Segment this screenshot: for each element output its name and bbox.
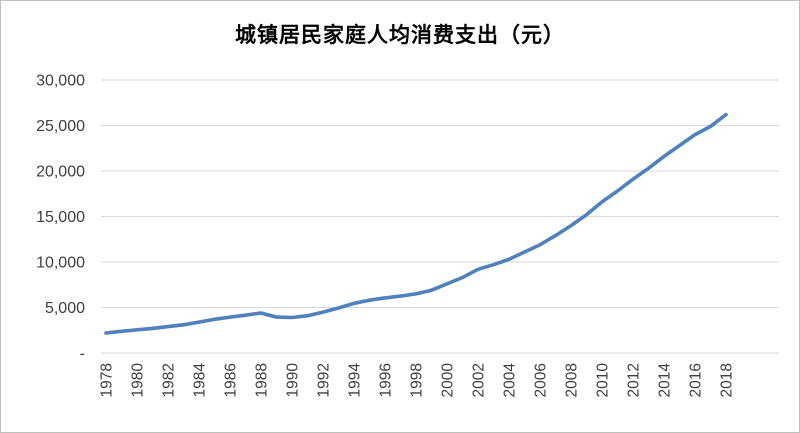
x-tick-label: 2006 [533, 363, 550, 397]
x-tick-label: 1996 [378, 363, 395, 397]
x-tick-label: 2002 [471, 363, 488, 397]
x-tick-label: 1994 [347, 363, 364, 398]
x-tick-label: 2018 [719, 363, 736, 397]
x-tick-label: 2000 [440, 363, 457, 398]
y-tick-label: 10,000 [36, 255, 85, 272]
y-tick-label: 5,000 [45, 300, 85, 317]
x-tick-label: 1988 [254, 363, 271, 397]
y-tick-label: 30,000 [36, 73, 85, 90]
x-tick-label: 1992 [316, 363, 333, 397]
x-tick-label: 2008 [564, 363, 581, 397]
x-tick-label: 2016 [688, 363, 705, 397]
x-tick-label: 1998 [409, 363, 426, 397]
x-tick-label: 1984 [192, 363, 209, 398]
x-tick-label: 2014 [657, 363, 674, 398]
x-tick-label: 1980 [130, 363, 147, 398]
y-tick-label: 20,000 [36, 164, 85, 181]
y-tick-label: 25,000 [36, 118, 85, 135]
chart-title: 城镇居民家庭人均消费支出（元） [235, 22, 565, 47]
y-tick-label: - [80, 346, 85, 363]
x-tick-label: 1986 [223, 363, 240, 397]
x-tick-label: 2004 [502, 363, 519, 398]
x-tick-label: 1990 [285, 363, 302, 398]
series-line [104, 112, 728, 335]
x-tick-label: 2010 [595, 363, 612, 398]
x-tick-label: 1982 [161, 363, 178, 397]
x-tick-label: 1978 [99, 363, 116, 397]
y-tick-label: 15,000 [36, 209, 85, 226]
x-tick-label: 2012 [626, 363, 643, 397]
